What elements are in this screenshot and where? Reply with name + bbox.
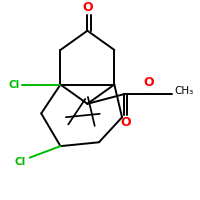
Text: O: O [120,116,131,129]
Text: O: O [144,76,154,89]
Text: Cl: Cl [9,80,20,90]
Text: CH₃: CH₃ [174,86,194,96]
Text: O: O [82,1,93,14]
Text: Cl: Cl [15,157,26,167]
